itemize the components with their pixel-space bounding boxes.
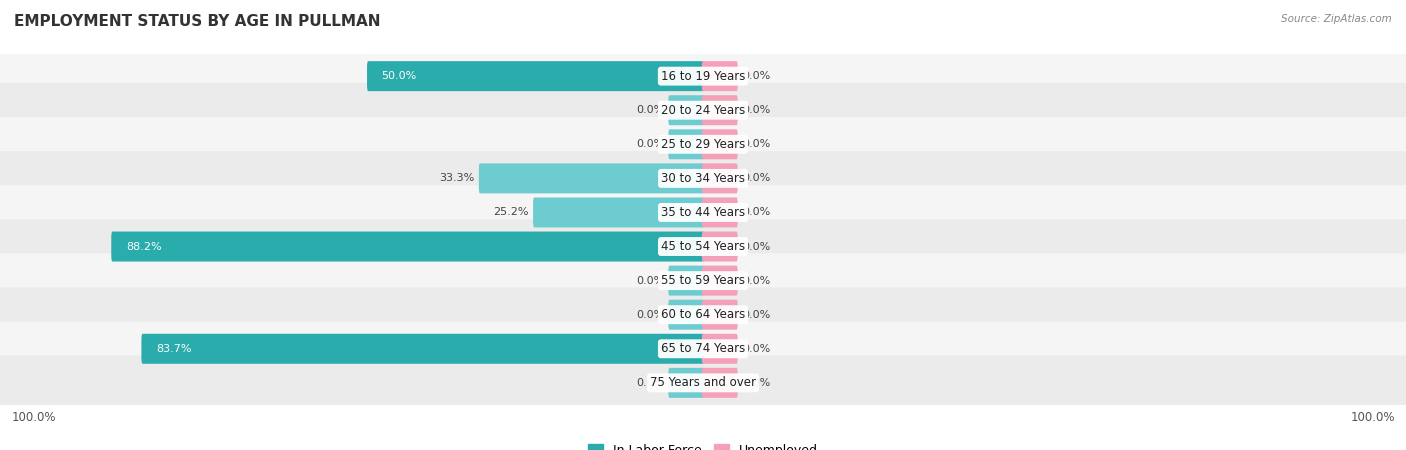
Text: 0.0%: 0.0% [742,207,770,217]
FancyBboxPatch shape [702,198,738,227]
FancyBboxPatch shape [0,321,1406,376]
Text: 25.2%: 25.2% [494,207,529,217]
Text: 65 to 74 Years: 65 to 74 Years [661,342,745,355]
Text: 0.0%: 0.0% [636,275,664,286]
FancyBboxPatch shape [0,356,1406,410]
FancyBboxPatch shape [142,334,704,364]
Text: 88.2%: 88.2% [127,242,162,252]
Text: 60 to 64 Years: 60 to 64 Years [661,308,745,321]
FancyBboxPatch shape [367,61,704,91]
FancyBboxPatch shape [668,368,704,398]
Text: 35 to 44 Years: 35 to 44 Years [661,206,745,219]
Text: 0.0%: 0.0% [636,378,664,388]
Text: 0.0%: 0.0% [742,378,770,388]
Text: 33.3%: 33.3% [440,173,475,184]
FancyBboxPatch shape [0,185,1406,240]
FancyBboxPatch shape [668,300,704,330]
FancyBboxPatch shape [702,61,738,91]
Text: 0.0%: 0.0% [742,242,770,252]
Text: 30 to 34 Years: 30 to 34 Years [661,172,745,185]
FancyBboxPatch shape [668,95,704,125]
Text: 75 Years and over: 75 Years and over [650,376,756,389]
Legend: In Labor Force, Unemployed: In Labor Force, Unemployed [583,439,823,450]
Text: 45 to 54 Years: 45 to 54 Years [661,240,745,253]
FancyBboxPatch shape [479,163,704,194]
FancyBboxPatch shape [0,253,1406,308]
Text: 16 to 19 Years: 16 to 19 Years [661,70,745,83]
Text: 50.0%: 50.0% [381,71,416,81]
FancyBboxPatch shape [702,129,738,159]
Text: 20 to 24 Years: 20 to 24 Years [661,104,745,117]
FancyBboxPatch shape [702,232,738,261]
FancyBboxPatch shape [668,266,704,296]
Text: Source: ZipAtlas.com: Source: ZipAtlas.com [1281,14,1392,23]
FancyBboxPatch shape [702,163,738,194]
Text: EMPLOYMENT STATUS BY AGE IN PULLMAN: EMPLOYMENT STATUS BY AGE IN PULLMAN [14,14,381,28]
Text: 0.0%: 0.0% [742,105,770,115]
FancyBboxPatch shape [0,49,1406,104]
FancyBboxPatch shape [702,266,738,296]
FancyBboxPatch shape [702,334,738,364]
Text: 83.7%: 83.7% [156,344,191,354]
FancyBboxPatch shape [0,151,1406,206]
Text: 0.0%: 0.0% [636,140,664,149]
Text: 0.0%: 0.0% [742,140,770,149]
Text: 0.0%: 0.0% [636,105,664,115]
FancyBboxPatch shape [668,129,704,159]
FancyBboxPatch shape [0,219,1406,274]
Text: 55 to 59 Years: 55 to 59 Years [661,274,745,287]
FancyBboxPatch shape [0,83,1406,138]
FancyBboxPatch shape [702,368,738,398]
Text: 25 to 29 Years: 25 to 29 Years [661,138,745,151]
Text: 0.0%: 0.0% [742,344,770,354]
FancyBboxPatch shape [0,117,1406,171]
FancyBboxPatch shape [702,300,738,330]
Text: 0.0%: 0.0% [742,71,770,81]
FancyBboxPatch shape [533,198,704,227]
Text: 0.0%: 0.0% [742,275,770,286]
FancyBboxPatch shape [111,232,704,261]
Text: 0.0%: 0.0% [636,310,664,320]
FancyBboxPatch shape [0,288,1406,342]
FancyBboxPatch shape [702,95,738,125]
Text: 0.0%: 0.0% [742,173,770,184]
Text: 0.0%: 0.0% [742,310,770,320]
